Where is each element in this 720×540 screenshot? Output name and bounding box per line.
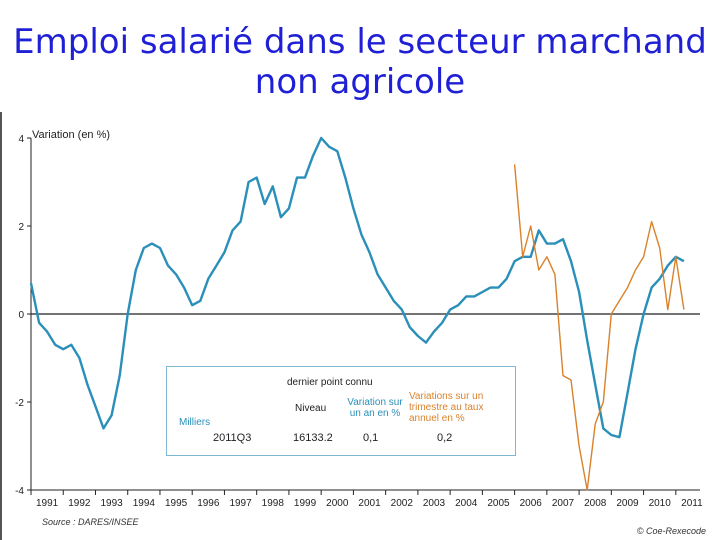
y-tick-label: -4 <box>15 486 24 497</box>
y-ticks: -4 -2 0 2 4 <box>15 134 31 497</box>
chart-frame-left <box>0 112 2 540</box>
y-tick-label: 2 <box>18 222 24 233</box>
chart-area: Variation (en %) -4 -2 0 2 4 1991 1992 1993 199… <box>0 112 720 540</box>
x-tick-label: 1999 <box>294 498 317 509</box>
unit-milliers-label: Milliers <box>179 417 211 428</box>
y-axis-label: Variation (en %) <box>32 129 110 141</box>
x-tick-label: 1991 <box>36 498 59 509</box>
x-tick-label: 1993 <box>100 498 123 509</box>
title-line-2: non agricole <box>254 62 466 102</box>
x-tick-label: 2003 <box>423 498 446 509</box>
x-tick-label: 2009 <box>616 498 639 509</box>
y-tick-label: 0 <box>18 310 24 321</box>
y-tick-label: -2 <box>15 398 24 409</box>
credit-note: © Coe-Rexecode <box>637 526 706 536</box>
x-tick-label: 2000 <box>326 498 349 509</box>
x-tick-label: 2010 <box>649 498 672 509</box>
last-point-date: 2011Q3 <box>213 432 252 444</box>
x-tick-label: 2005 <box>487 498 510 509</box>
col-var1-label: Variation sur un an en % <box>347 397 403 419</box>
x-tick-label: 2011 <box>681 498 703 509</box>
x-tick-label: 2001 <box>358 498 381 509</box>
x-tick-label: 2006 <box>520 498 543 509</box>
title-line-1: Emploi salarié dans le secteur marchand <box>13 22 707 62</box>
slide-title: Emploi salarié dans le secteur marchand … <box>0 22 720 102</box>
y-tick-label: 4 <box>18 134 24 145</box>
x-tick-label: 1992 <box>68 498 91 509</box>
x-tick-label: 2008 <box>584 498 607 509</box>
x-tick-label: 2007 <box>552 498 575 509</box>
last-point-level: 16133.2 <box>293 432 333 444</box>
x-tick-label: 2004 <box>455 498 478 509</box>
x-ticks: 1991 1992 1993 1994 1995 1996 1997 1998 1999 2000… <box>30 490 703 509</box>
x-tick-label: 2002 <box>391 498 414 509</box>
last-point-var4: 0,2 <box>437 432 453 444</box>
x-tick-label: 1994 <box>133 498 156 509</box>
x-tick-label: 1997 <box>229 498 252 509</box>
x-tick-label: 1996 <box>197 498 220 509</box>
source-note: Source : DARES/INSEE <box>42 517 140 527</box>
last-point-var1: 0,1 <box>363 432 379 444</box>
x-tick-label: 1998 <box>262 498 285 509</box>
series-quarterly-variation-line <box>513 164 685 491</box>
last-known-point-box: dernier point connu Niveau Variation sur… <box>166 366 516 456</box>
col-var4-label: Variations sur un trimestre au taux annu… <box>409 391 484 424</box>
series-annual-variation-line <box>29 136 685 439</box>
last-point-header: dernier point connu <box>287 377 373 388</box>
col-niveau-label: Niveau <box>295 403 327 414</box>
x-tick-label: 1995 <box>165 498 188 509</box>
